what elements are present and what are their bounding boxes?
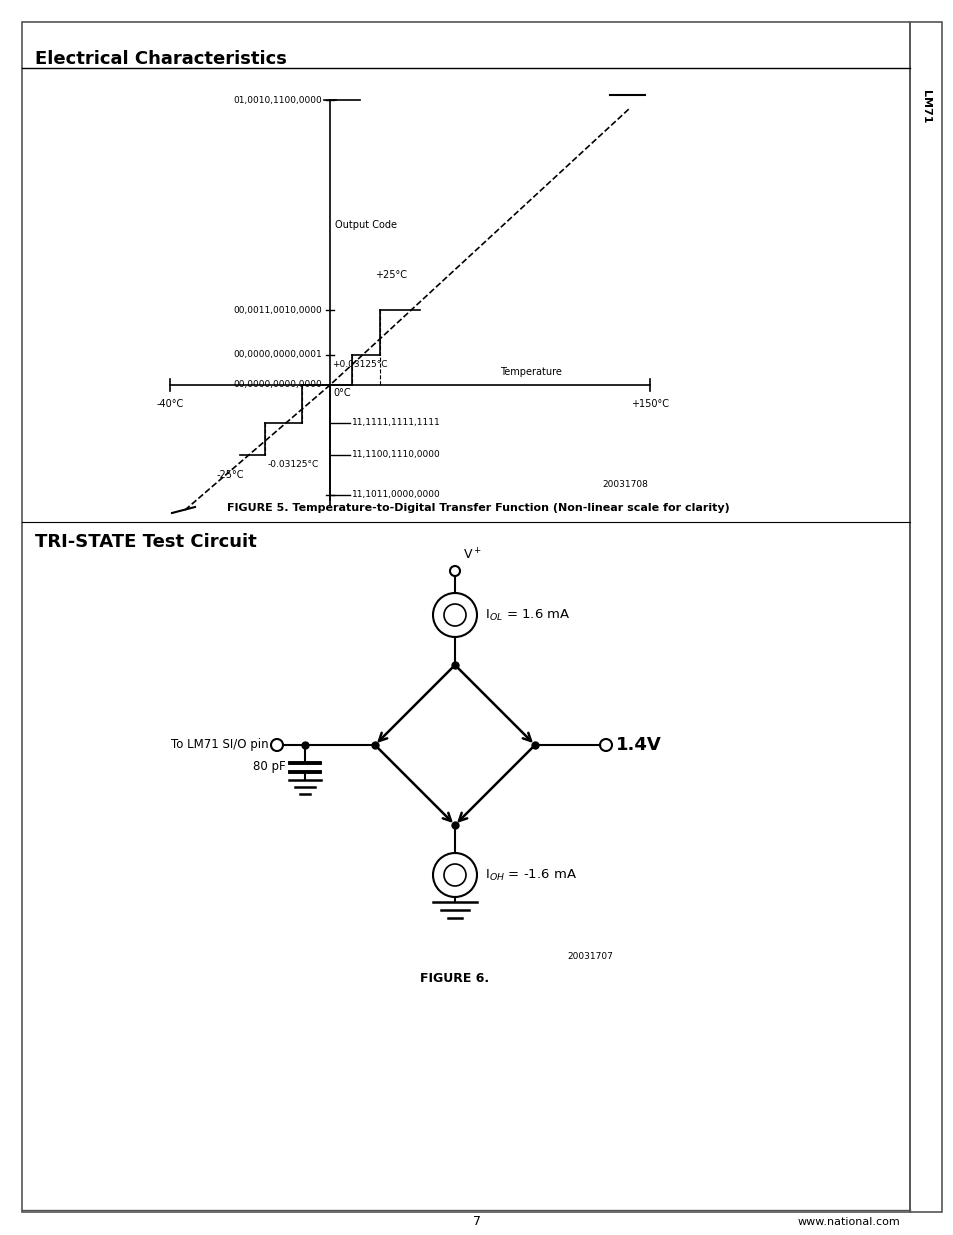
Text: V$^+$: V$^+$ [462,547,481,563]
Text: Output Code: Output Code [335,220,396,230]
Text: -0.03125°C: -0.03125°C [268,459,319,469]
Text: 80 pF: 80 pF [253,761,286,773]
Text: +0.03125°C: +0.03125°C [332,359,387,369]
Text: 11,1111,1111,1111: 11,1111,1111,1111 [352,419,440,427]
Text: 11,1011,0000,0000: 11,1011,0000,0000 [352,490,440,499]
Text: -25°C: -25°C [216,471,244,480]
Text: To LM71 SI/O pin: To LM71 SI/O pin [172,739,269,752]
Bar [909,22,941,1212]
Text: TRI-STATE Test Circuit: TRI-STATE Test Circuit [35,534,256,551]
Text: 20031707: 20031707 [566,952,612,961]
Text: www.national.com: www.national.com [797,1216,899,1228]
Text: 1.4V: 1.4V [616,736,661,755]
Text: 00,0000,0000,0000: 00,0000,0000,0000 [233,380,322,389]
Text: +25°C: +25°C [375,270,407,280]
Text: -40°C: -40°C [156,399,183,409]
Text: I$_{OH}$ = -1.6 mA: I$_{OH}$ = -1.6 mA [484,867,577,883]
Text: +150°C: +150°C [630,399,668,409]
Text: 7: 7 [473,1215,480,1229]
Text: 0°C: 0°C [333,388,351,398]
Text: I$_{OL}$ = 1.6 mA: I$_{OL}$ = 1.6 mA [484,608,570,622]
Text: 00,0000,0000,0001: 00,0000,0000,0001 [233,351,322,359]
Text: 11,1100,1110,0000: 11,1100,1110,0000 [352,451,440,459]
Text: Electrical Characteristics: Electrical Characteristics [35,49,287,68]
Text: 01,0010,1100,0000: 01,0010,1100,0000 [233,95,322,105]
Text: 20031708: 20031708 [601,480,647,489]
Text: 00,0011,0010,0000: 00,0011,0010,0000 [233,305,322,315]
Text: LM71: LM71 [920,90,930,124]
Text: Temperature: Temperature [499,367,561,377]
Text: FIGURE 6.: FIGURE 6. [420,972,489,986]
Text: FIGURE 5. Temperature-to-Digital Transfer Function (Non-linear scale for clarity: FIGURE 5. Temperature-to-Digital Transfe… [227,503,729,513]
